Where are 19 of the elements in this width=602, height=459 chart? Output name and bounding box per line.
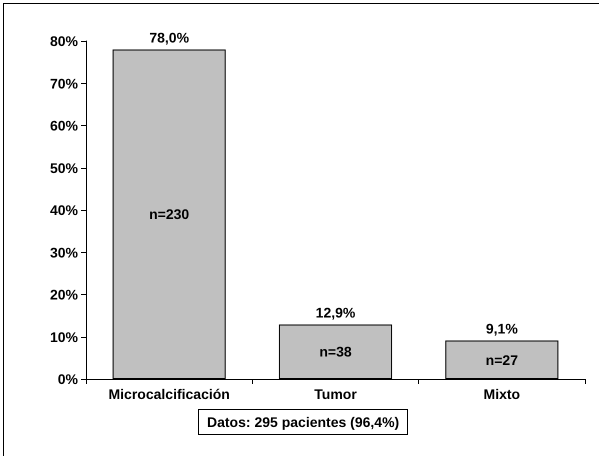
y-tick-label: 10% xyxy=(50,328,79,345)
x-tick-label: Tumor xyxy=(314,386,358,402)
y-tick-label: 70% xyxy=(50,75,79,92)
y-tick-label: 40% xyxy=(50,202,79,218)
annotation: n=38 xyxy=(319,344,352,360)
data-label: 12,9% xyxy=(316,304,356,320)
x-tick-label: Mixto xyxy=(484,386,520,402)
y-tick-label: 50% xyxy=(50,160,79,176)
data-label: 9,1% xyxy=(486,320,518,337)
x-tick-label: Microcalcificación xyxy=(108,386,230,402)
y-tick-label: 30% xyxy=(50,244,79,260)
text: Datos: 295 pacientes (96,4%) xyxy=(198,409,408,435)
y-tick-label: 60% xyxy=(50,118,79,134)
y-tick-label: 20% xyxy=(50,286,79,302)
annotation: n=230 xyxy=(149,206,190,222)
data-label: 78,0% xyxy=(149,29,190,46)
y-tick-label: 80% xyxy=(50,33,79,49)
annotation: n=27 xyxy=(486,352,518,368)
y-tick-label: 0% xyxy=(58,371,79,387)
